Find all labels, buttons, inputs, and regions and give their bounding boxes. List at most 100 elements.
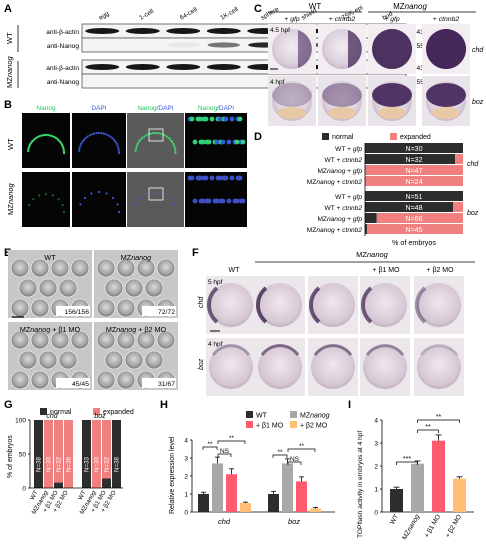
cell xyxy=(62,210,66,214)
significance-label: *** xyxy=(403,456,411,463)
legend-swatch xyxy=(290,411,297,418)
stain xyxy=(426,29,467,69)
cell xyxy=(57,198,60,201)
cell xyxy=(116,144,119,148)
cell xyxy=(141,136,144,140)
significance-label: ** xyxy=(277,449,283,456)
cell xyxy=(82,138,86,141)
gene-label: chd xyxy=(198,296,205,308)
blot-row-label: anti-β-actin xyxy=(46,29,79,36)
tick-label: 2 xyxy=(374,464,378,471)
column-label: + β2 MO xyxy=(426,267,454,274)
category-label: WT + ctnnb2 xyxy=(325,205,363,212)
stage-label: 4 hpf xyxy=(208,341,223,348)
tick-label: 2 xyxy=(184,474,188,481)
legend-swatch xyxy=(93,408,100,415)
category-label: WT + gfp xyxy=(335,146,362,153)
micrograph xyxy=(127,113,184,168)
nucleus xyxy=(223,116,229,122)
tile-label: MZnanog + β1 MO xyxy=(20,325,81,334)
cell xyxy=(80,142,83,145)
significance-bracket xyxy=(217,440,246,444)
n-label: N=36 xyxy=(66,456,73,472)
cell xyxy=(90,133,94,136)
group-label: chd xyxy=(46,413,58,420)
bar xyxy=(212,463,223,512)
tick-label: 4 xyxy=(374,418,378,425)
cell xyxy=(154,190,157,194)
stain xyxy=(426,83,466,107)
band xyxy=(166,28,201,34)
stage-label: 5 hpf xyxy=(208,279,223,286)
condition-label: + ctnnb2 xyxy=(433,16,459,23)
stain xyxy=(313,344,353,356)
embryo xyxy=(144,278,164,298)
stain xyxy=(260,344,300,356)
tick-label: 4 xyxy=(184,438,188,445)
tick-label: 0 xyxy=(22,486,26,493)
embryo xyxy=(156,258,176,278)
panel-letter-f: F xyxy=(192,247,199,259)
embryo xyxy=(30,298,50,318)
size-marker: ◄43KD xyxy=(410,29,433,36)
cell xyxy=(111,136,114,140)
group-label: MZnanog xyxy=(356,250,389,259)
embryo xyxy=(10,298,30,318)
blot-row-label: anti-β-actin xyxy=(46,65,79,72)
row-label: WT xyxy=(6,138,15,150)
legend-swatch xyxy=(322,133,329,140)
cell xyxy=(84,136,87,140)
cell xyxy=(37,194,41,197)
row-label: MZnanog xyxy=(6,182,15,215)
n-label: N=30 xyxy=(46,456,53,472)
nucleus xyxy=(200,139,206,145)
n-label: N=38 xyxy=(114,456,121,472)
count-box xyxy=(142,378,176,388)
legend-swatch xyxy=(290,421,297,428)
tick-label: 0 xyxy=(374,510,378,517)
cell xyxy=(97,190,101,194)
significance-label: ** xyxy=(299,443,305,450)
legend-swatch xyxy=(246,421,253,428)
cell xyxy=(88,134,91,137)
stain xyxy=(298,30,312,68)
category-label: WT + ctnnb2 xyxy=(325,157,363,164)
category-label: WT xyxy=(389,514,400,526)
cell xyxy=(174,151,177,155)
nucleus xyxy=(206,198,212,204)
embryo xyxy=(96,258,116,278)
cell xyxy=(151,132,155,135)
count-label: 45/45 xyxy=(72,381,89,388)
cell xyxy=(83,196,86,199)
cell xyxy=(115,142,118,145)
category-label: MZnanog xyxy=(401,513,421,541)
nucleus xyxy=(209,175,215,181)
bar-normal xyxy=(365,191,463,201)
tick-label: 100 xyxy=(15,418,26,425)
panel-letter-b: B xyxy=(4,99,12,111)
bar xyxy=(198,494,209,512)
embryo xyxy=(50,258,70,278)
cell xyxy=(95,132,98,135)
embryo xyxy=(258,345,302,389)
count-label: 156/156 xyxy=(64,309,89,316)
n-label: N=32 xyxy=(56,456,63,472)
legend-swatch xyxy=(246,411,253,418)
embryo xyxy=(70,330,90,350)
yolk xyxy=(328,107,356,119)
cell xyxy=(62,151,66,155)
nucleus xyxy=(234,198,240,204)
panel-letter-g: G xyxy=(4,399,13,411)
bar-normal xyxy=(365,213,377,223)
bar xyxy=(390,489,403,512)
bar-normal xyxy=(112,420,121,488)
micrograph xyxy=(127,172,184,227)
gene-label: chd xyxy=(472,47,484,54)
yolk xyxy=(378,107,406,119)
n-label: N=30 xyxy=(94,456,101,472)
panel-letter-d: D xyxy=(254,131,262,143)
embryo xyxy=(96,298,116,318)
band xyxy=(206,64,241,70)
embryo xyxy=(104,278,124,298)
micrograph xyxy=(22,172,70,227)
